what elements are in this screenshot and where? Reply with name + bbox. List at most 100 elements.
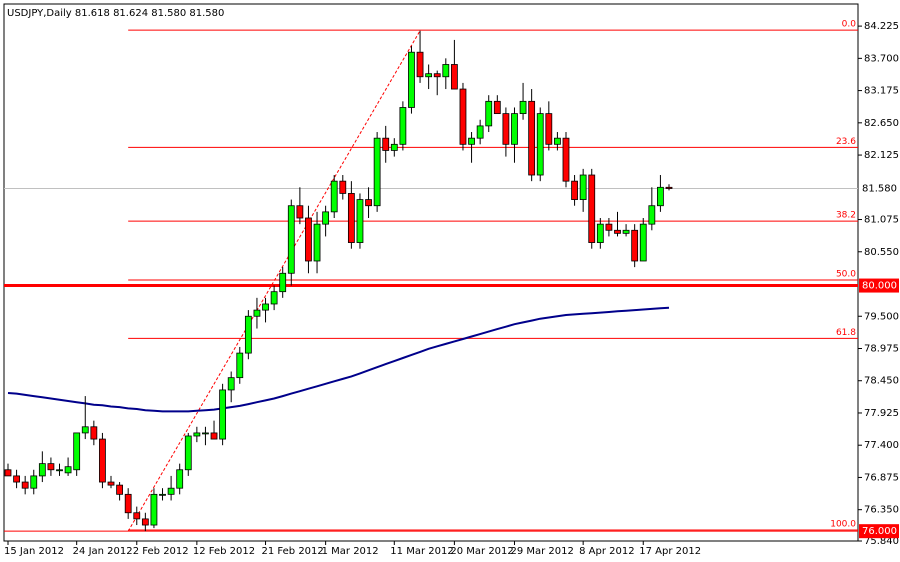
- candle-body: [159, 493, 166, 496]
- candle-body: [30, 475, 38, 489]
- x-tick-label: 24 Jan 2012: [73, 546, 133, 557]
- candle-body: [279, 272, 287, 293]
- candle-body: [554, 137, 561, 145]
- candle-body: [116, 484, 123, 495]
- candle-body: [64, 466, 72, 474]
- candle-body: [202, 432, 209, 435]
- candle-body: [347, 193, 355, 243]
- candle-body: [227, 377, 235, 391]
- x-tick-label: 2 Feb 2012: [133, 546, 189, 557]
- candle-body: [150, 493, 158, 526]
- y-tick-label: 83.700: [864, 53, 899, 64]
- candle-body: [270, 291, 278, 305]
- candle-body: [124, 493, 132, 514]
- x-tick-label: 20 Mar 2012: [450, 546, 513, 557]
- candle-body: [184, 435, 192, 471]
- fib-label: 61.8: [836, 328, 856, 338]
- candle-body: [373, 137, 381, 207]
- fib-label: 100.0: [830, 519, 856, 529]
- price-marker: [859, 524, 899, 539]
- candle-body: [528, 100, 536, 176]
- price-marker: [859, 181, 899, 196]
- candle-body: [90, 426, 98, 440]
- candle-body: [81, 426, 89, 434]
- candle-body: [339, 180, 347, 194]
- candle-body: [562, 137, 570, 182]
- candle-body: [416, 51, 424, 78]
- candle-body: [305, 217, 312, 262]
- price-marker-label: 81.580: [862, 184, 897, 195]
- candle-body: [433, 73, 441, 78]
- candle-body: [365, 199, 372, 207]
- candle-body: [253, 309, 261, 317]
- candle-body: [545, 113, 553, 145]
- candle-body: [519, 100, 527, 115]
- candle-body: [579, 174, 587, 200]
- trend-line: [127, 30, 421, 532]
- y-tick-label: 82.125: [864, 150, 899, 161]
- y-tick-label: 81.075: [864, 215, 899, 226]
- candle-body: [133, 512, 141, 520]
- y-tick-label: 82.650: [864, 118, 899, 129]
- candle-body: [468, 137, 475, 145]
- candle-body: [502, 113, 510, 145]
- candle-body: [47, 463, 55, 471]
- candle-body: [99, 438, 106, 483]
- candle-body: [21, 481, 29, 489]
- y-tick-label: 84.225: [864, 21, 899, 32]
- y-tick-label: 77.925: [864, 408, 899, 419]
- y-tick-label: 80.550: [864, 247, 899, 258]
- price-marker-label: 80.000: [862, 281, 897, 292]
- candle-body: [408, 51, 415, 108]
- candle-body: [425, 73, 433, 78]
- fib-label: 23.6: [836, 137, 856, 147]
- candle-body: [450, 64, 458, 90]
- price-marker: [859, 278, 899, 293]
- candle-body: [657, 186, 664, 207]
- candle-body: [399, 107, 407, 145]
- candle-body: [511, 113, 518, 145]
- y-tick-label: 75.840: [864, 536, 899, 547]
- candle-body: [193, 432, 201, 437]
- candle-body: [313, 223, 321, 262]
- candle-body: [442, 64, 450, 78]
- x-tick-label: 17 Apr 2012: [639, 546, 701, 557]
- candle-body: [631, 229, 639, 262]
- candle-body: [665, 186, 673, 189]
- candle-body: [176, 469, 184, 489]
- candle-body: [4, 469, 12, 477]
- y-tick-label: 83.175: [864, 86, 899, 97]
- candle-body: [38, 463, 46, 477]
- candle-body: [322, 211, 330, 225]
- y-tick-label: 79.500: [864, 311, 899, 322]
- candle-body: [605, 223, 613, 231]
- candle-body: [459, 88, 467, 145]
- candle-body: [296, 205, 304, 219]
- x-tick-label: 1 Mar 2012: [322, 546, 379, 557]
- candle-body: [588, 174, 596, 243]
- candle-body: [262, 303, 269, 311]
- y-tick-label: 78.975: [864, 343, 899, 354]
- candle-body: [648, 205, 656, 225]
- y-tick-label: 77.400: [864, 440, 899, 451]
- x-tick-label: 8 Apr 2012: [579, 546, 634, 557]
- candle-body: [107, 481, 115, 486]
- candle-body: [493, 100, 501, 115]
- y-tick-label: 76.875: [864, 472, 899, 483]
- candle-body: [210, 432, 218, 440]
- candle-body: [476, 125, 484, 139]
- candle-body: [639, 223, 647, 262]
- y-tick-label: 76.350: [864, 505, 899, 516]
- price-marker-label: 76.000: [862, 526, 897, 537]
- candle-body: [167, 487, 175, 495]
- candle-body: [287, 205, 295, 274]
- fib-label: 50.0: [836, 270, 856, 280]
- chart-header: USDJPY,Daily 81.618 81.624 81.580 81.580: [7, 8, 224, 19]
- candle-body: [571, 180, 578, 200]
- candle-body: [236, 352, 244, 379]
- y-tick-label: 78.450: [864, 376, 899, 387]
- candle-body: [390, 143, 398, 151]
- candle-body: [141, 518, 149, 526]
